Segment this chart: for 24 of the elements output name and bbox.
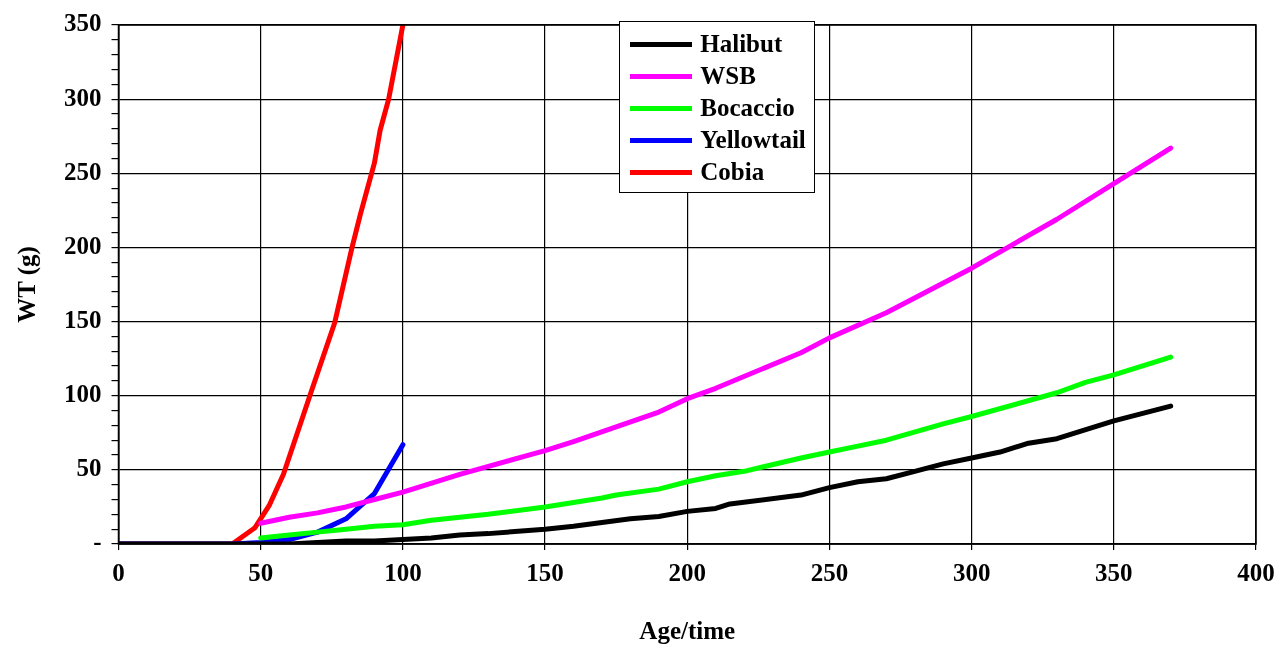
y-tick-label: 200 (64, 231, 102, 259)
legend-label: Bocaccio (700, 94, 795, 122)
y-tick-label: 50 (76, 454, 102, 482)
y-tick-label: 250 (64, 157, 102, 185)
y-tick-label: 100 (64, 380, 102, 408)
x-tick-label: 0 (112, 559, 125, 587)
x-tick-label: 200 (668, 559, 706, 587)
legend-label: Yellowtail (700, 126, 806, 154)
x-tick-label: 150 (526, 559, 564, 587)
y-tick-label: - (93, 528, 102, 556)
x-tick-label: 350 (1095, 559, 1133, 587)
x-axis-title: Age/time (639, 617, 736, 645)
x-tick-label: 100 (384, 559, 422, 587)
y-axis-title: WT (g) (13, 246, 42, 323)
legend-label: Halibut (700, 30, 783, 58)
x-tick-label: 400 (1237, 559, 1275, 587)
y-tick-label: 150 (64, 306, 102, 334)
legend-label: WSB (700, 62, 756, 90)
legend-label: Cobia (700, 158, 765, 186)
y-tick-label: 300 (64, 83, 102, 111)
x-tick-label: 250 (810, 559, 849, 587)
y-tick-label: 350 (64, 9, 102, 37)
x-tick-label: 300 (952, 559, 991, 587)
x-tick-label: 50 (248, 559, 274, 587)
